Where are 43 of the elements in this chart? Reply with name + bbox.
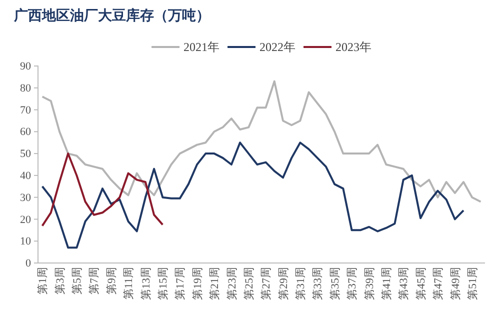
x-tick-label: 第39周 (364, 267, 376, 300)
x-tick-label: 第3周 (54, 267, 66, 294)
x-tick-label: 第5周 (72, 267, 84, 294)
y-tick-label: 10 (20, 236, 32, 248)
y-tick-label: 30 (20, 192, 32, 204)
line-series (41, 80, 482, 203)
y-tick-label: 90 (20, 60, 32, 73)
legend-label: 2021年 (184, 40, 220, 54)
x-tick-label: 第1周 (37, 267, 50, 294)
x-tick-label: 第29周 (278, 267, 290, 300)
y-tick-label: 80 (20, 82, 32, 94)
y-tick-label: 60 (20, 126, 32, 138)
y-tick-label: 40 (20, 170, 32, 182)
x-tick-label: 第43周 (398, 267, 410, 300)
y-tick-label: 50 (20, 148, 32, 160)
line-series (41, 142, 465, 249)
x-tick-label: 第41周 (380, 267, 393, 300)
x-tick-label: 第23周 (226, 267, 238, 300)
x-tick-label: 第9周 (106, 267, 118, 294)
x-tick-label: 第25周 (243, 267, 256, 300)
x-tick-label: 第47周 (432, 267, 445, 300)
x-tick-label: 第13周 (140, 267, 152, 300)
x-tick-label: 第33周 (312, 267, 324, 300)
legend-label: 2022年 (260, 40, 296, 54)
x-tick-label: 第15周 (157, 267, 170, 300)
x-tick-label: 第49周 (450, 267, 462, 300)
x-tick-label: 第17周 (174, 267, 187, 300)
y-tick-label: 70 (20, 104, 32, 116)
x-tick-label: 第51周 (466, 267, 479, 300)
x-tick-label: 第7周 (88, 267, 101, 294)
x-tick-label: 第27周 (260, 267, 273, 300)
x-tick-label: 第45周 (415, 267, 428, 300)
x-tick-label: 第31周 (295, 267, 308, 300)
x-tick-label: 第37周 (346, 267, 359, 300)
line-series (41, 152, 164, 227)
y-tick-label: 20 (20, 214, 32, 226)
legend-label: 2023年 (336, 40, 372, 54)
x-tick-label: 第35周 (329, 267, 342, 300)
x-tick-label: 第21周 (209, 267, 222, 300)
chart-title: 广西地区油厂大豆库存（万吨） (13, 7, 210, 24)
x-tick-label: 第19周 (192, 267, 204, 300)
y-tick-label: 0 (26, 258, 32, 270)
x-tick-label: 第11周 (123, 267, 136, 300)
